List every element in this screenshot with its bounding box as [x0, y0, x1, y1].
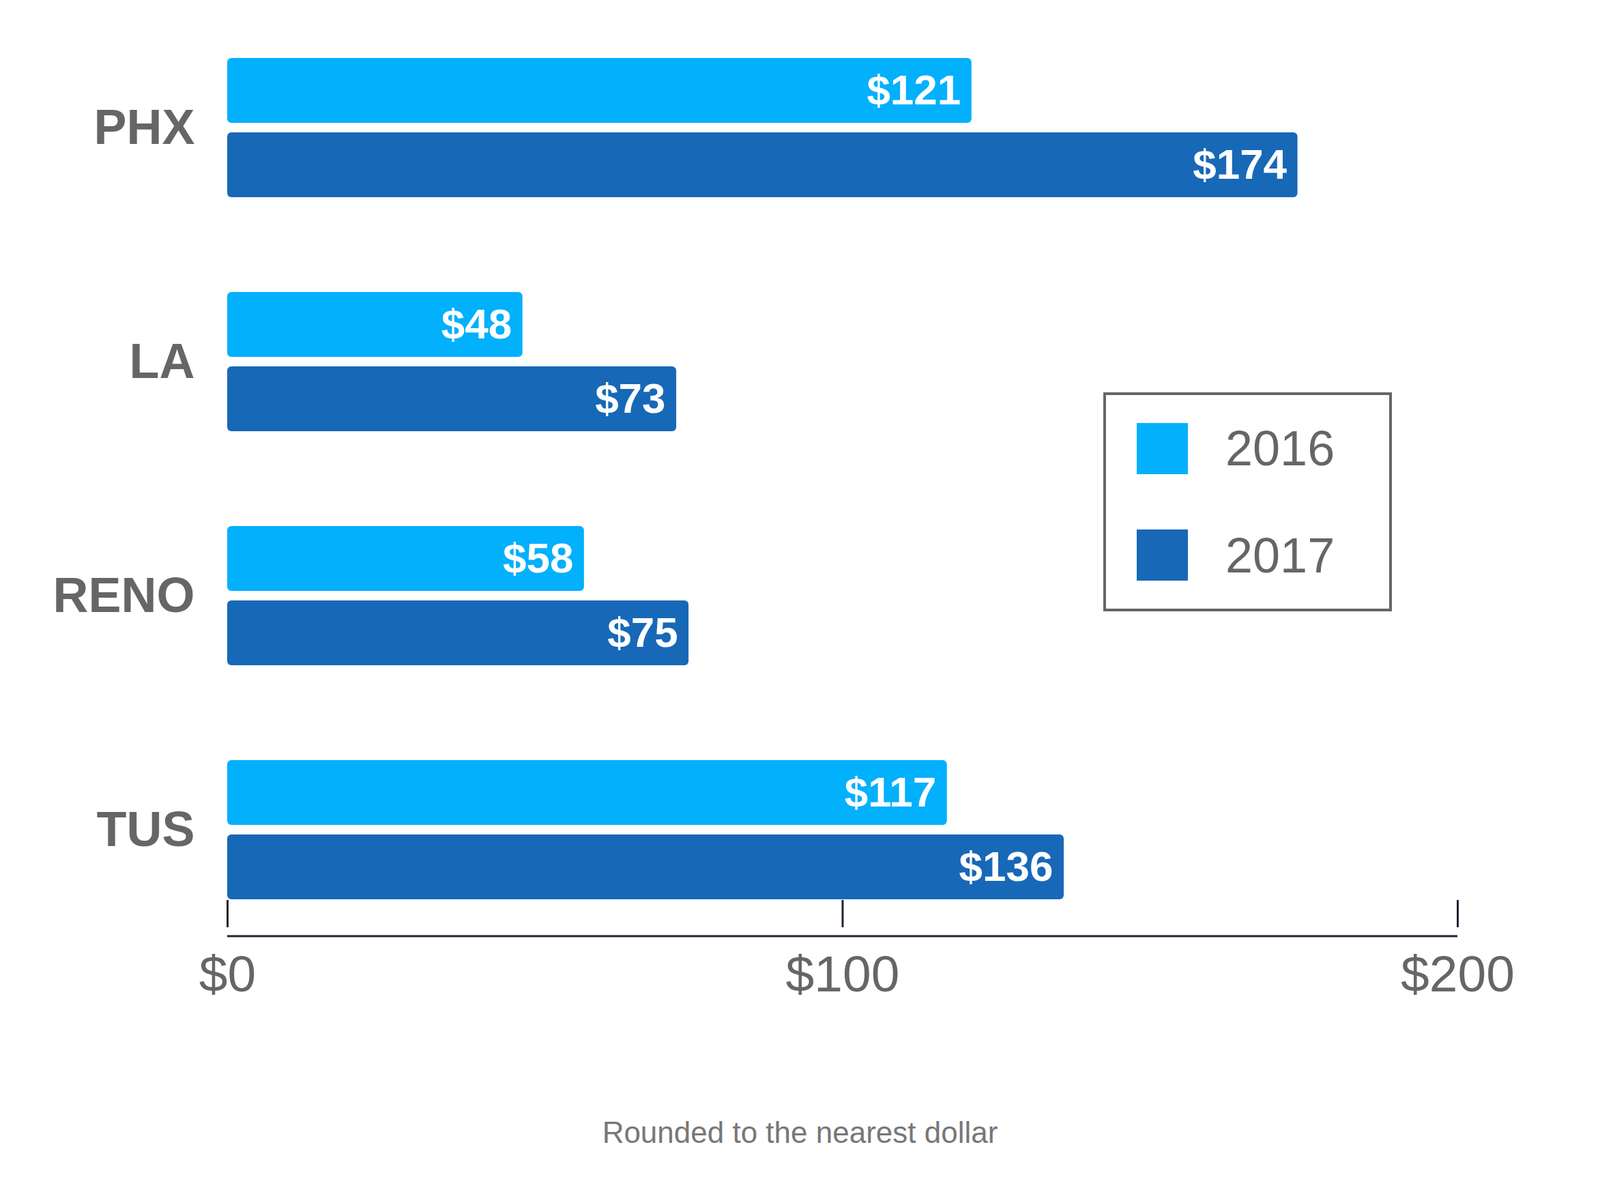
svg-text:$174: $174 [1192, 140, 1287, 188]
html-text:2016: 2016 [1225, 421, 1335, 476]
svg-text:$48: $48 [441, 300, 512, 348]
svg-text:$75: $75 [607, 608, 678, 656]
svg-text:$0: $0 [199, 944, 256, 1003]
html-text:2017: 2017 [1225, 527, 1335, 583]
svg-text:TUS: TUS [96, 801, 196, 857]
svg-text:$200: $200 [1400, 944, 1515, 1003]
svg-text:$117: $117 [844, 768, 937, 816]
svg-text:RENO: RENO [52, 567, 195, 623]
svg-text:$136: $136 [959, 842, 1054, 890]
svg-text:$73: $73 [594, 374, 666, 422]
svg-text:PHX: PHX [93, 99, 195, 155]
svg-text:$121: $121 [866, 66, 961, 114]
html-text:Rounded to the nearest dollar: Rounded to the nearest dollar [602, 1115, 998, 1149]
svg-text:$100: $100 [786, 944, 900, 1003]
svg-text:LA: LA [129, 333, 196, 389]
svg-text:$58: $58 [502, 534, 574, 582]
